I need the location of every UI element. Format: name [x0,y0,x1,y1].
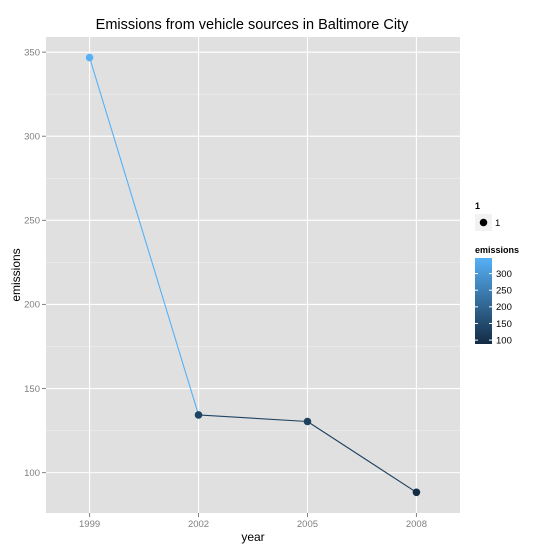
colorbar-tick-label: 250 [496,286,512,297]
colorbar-tick-label: 300 [496,269,512,280]
series-line-segment [198,414,308,423]
colorbar [475,258,492,344]
data-point [303,417,312,426]
y-tick-label: 200 [24,300,40,311]
x-tick-label: 2005 [297,519,318,530]
x-axis-ticks: 1999 2002 2005 2008 [79,513,427,530]
color-legend: emissions 100 150 200 250 300 [475,245,519,346]
colorbar-tick-label: 100 [496,335,512,346]
y-tick-label: 250 [24,216,40,227]
data-point [412,488,421,497]
colorbar-tick-label: 200 [496,302,512,313]
plot-panel [46,37,460,513]
series-line-segment [307,421,417,493]
shape-legend: 1 1 [475,201,500,231]
colorbar-tick-label: 150 [496,319,512,330]
data-point [194,411,203,419]
y-tick-label: 150 [24,384,40,395]
x-tick-label: 1999 [79,519,100,530]
y-axis-title: emissions [9,248,23,301]
shape-legend-point-icon [479,218,488,227]
color-legend-title: emissions [475,245,519,255]
major-gridlines [46,37,460,513]
minor-gridlines [46,93,460,431]
y-axis-ticks: 100 150 200 250 300 350 [24,47,46,479]
data-point [85,53,94,62]
series-points [85,53,421,497]
shape-legend-label: 1 [495,218,500,229]
chart-title: Emissions from vehicle sources in Baltim… [96,17,409,33]
series-line [89,57,417,493]
colorbar-ticks: 100 150 200 250 300 [475,269,512,346]
shape-legend-title: 1 [475,201,480,211]
x-axis-title: year [241,530,264,544]
y-tick-label: 300 [24,132,40,143]
x-tick-label: 2002 [188,519,209,530]
y-tick-label: 350 [24,47,40,58]
x-tick-label: 2008 [406,519,427,530]
series-line-segment [89,57,200,416]
y-tick-label: 100 [24,468,40,479]
